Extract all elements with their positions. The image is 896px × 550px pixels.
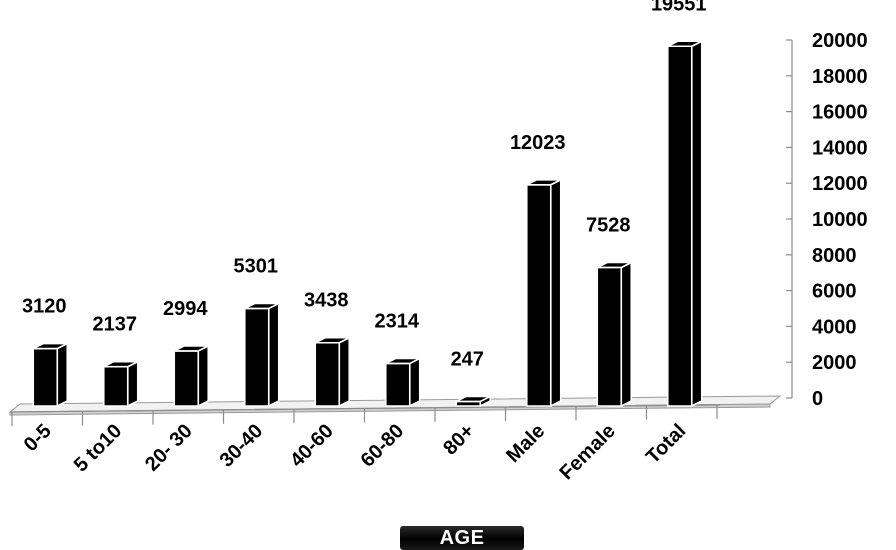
x-tick-label: 30-40 [216, 420, 268, 472]
data-label: 12023 [510, 132, 566, 154]
data-label: 2314 [375, 310, 420, 332]
data-label: 2137 [93, 314, 138, 336]
x-tick-label: Total [642, 420, 690, 468]
x-tick-label: 20- 30 [141, 420, 197, 476]
y-tick-label: 6000 [812, 281, 857, 303]
y-tick-label: 2000 [812, 352, 857, 374]
bar [245, 303, 279, 406]
data-label: 3120 [22, 296, 67, 318]
x-tick-label: Male [502, 420, 549, 467]
y-tick-label: 4000 [812, 316, 857, 338]
bar [33, 344, 67, 406]
bar [527, 180, 561, 406]
data-label: 19551 [651, 0, 707, 15]
y-tick-label: 14000 [812, 137, 868, 159]
x-tick-label: 40-60 [286, 420, 338, 472]
data-label: 7528 [586, 214, 631, 236]
data-label: 3438 [304, 290, 349, 312]
y-tick-label: 20000 [812, 30, 868, 52]
bar [386, 358, 420, 406]
x-axis-label: AGE [400, 526, 524, 550]
y-tick-label: 12000 [812, 173, 868, 195]
y-tick-label: 8000 [812, 245, 857, 267]
data-label: 2994 [163, 298, 208, 320]
x-axis-tick-labels: 0-5 5 to10 20- 30 30-40 40-60 60-80 80+ Male Fem… [20, 420, 690, 484]
bar [597, 262, 631, 406]
bar [174, 346, 208, 406]
data-label: 247 [451, 348, 484, 370]
x-tick-label: 60-80 [357, 420, 409, 472]
x-tick-label: 5 to10 [70, 420, 126, 476]
data-label: 5301 [234, 255, 279, 277]
x-tick-label: 0-5 [20, 420, 56, 456]
y-tick-label: 18000 [812, 66, 868, 88]
y-tick-label: 0 [812, 388, 823, 410]
x-tick-label: Female [555, 420, 619, 484]
bar [104, 362, 138, 406]
y-tick-label: 10000 [812, 209, 868, 231]
bar [668, 41, 702, 406]
y-axis-tick-labels: 0 2000 4000 6000 8000 10000 12000 14000 16000 180… [812, 30, 868, 410]
y-tick-label: 16000 [812, 102, 868, 124]
x-tick-label: 80+ [439, 420, 479, 460]
bar [315, 338, 349, 406]
